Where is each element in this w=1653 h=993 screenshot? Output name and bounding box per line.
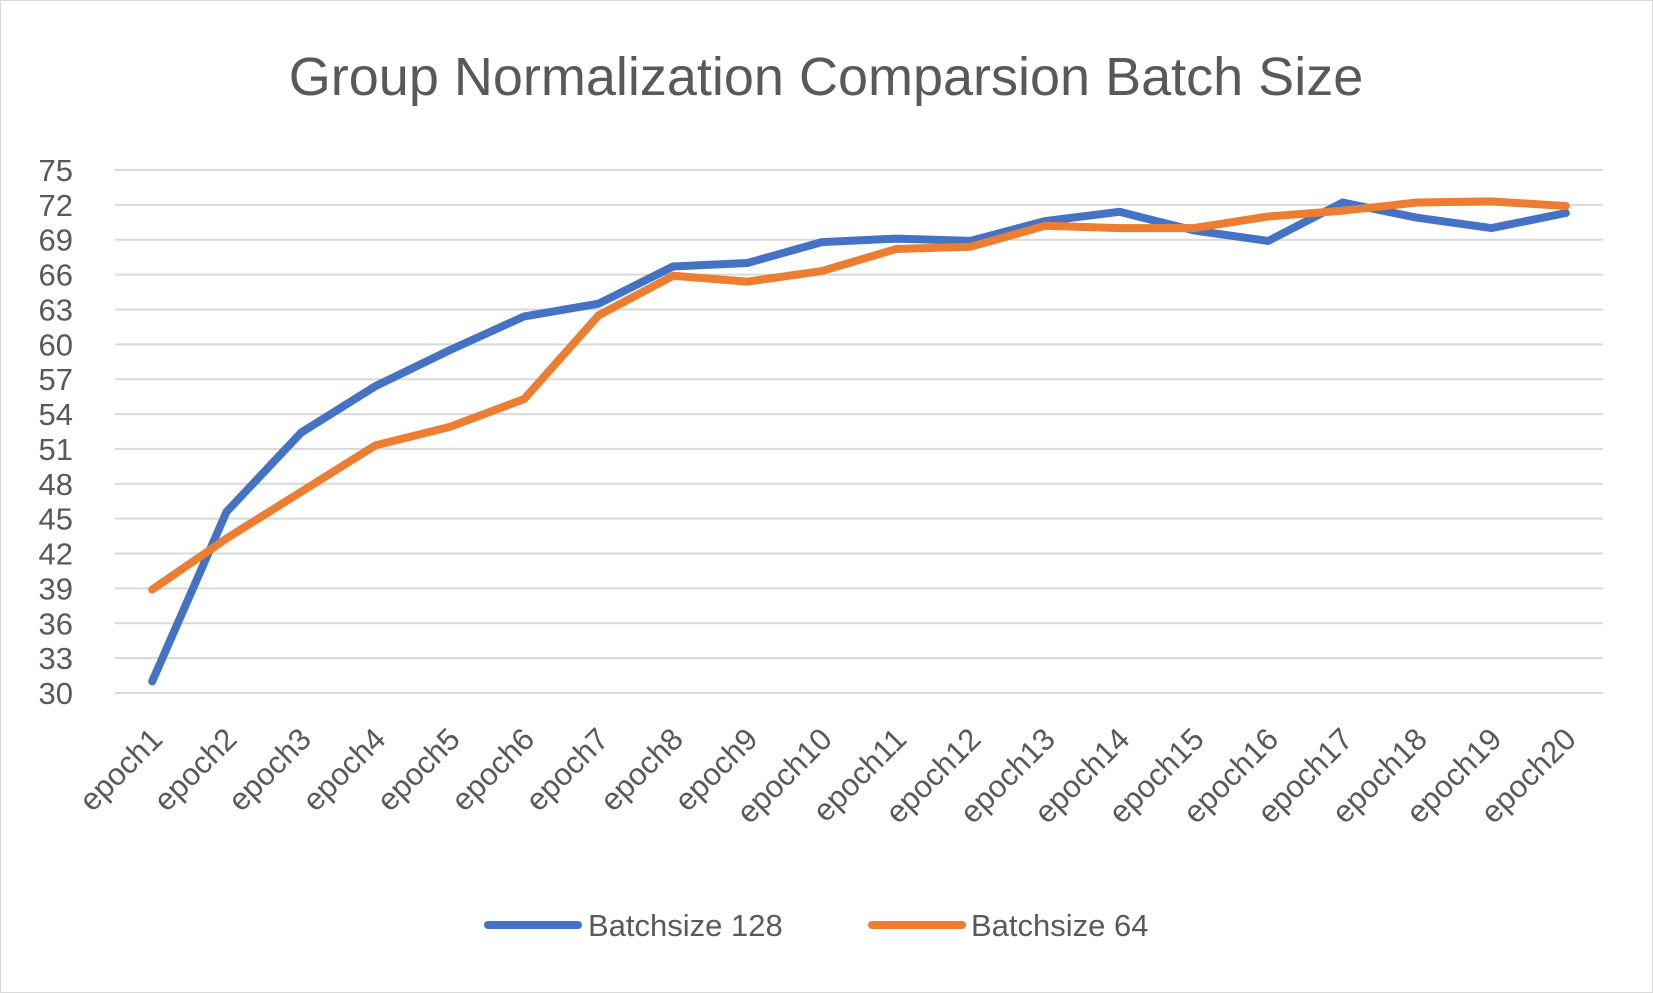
y-tick-label: 36 (39, 606, 73, 641)
x-tick-label: epoch6 (444, 721, 541, 818)
chart-title: Group Normalization Comparsion Batch Siz… (289, 47, 1363, 107)
x-tick-label: epoch7 (519, 721, 616, 818)
y-tick-label: 75 (39, 153, 73, 188)
y-tick-label: 72 (39, 188, 73, 223)
y-tick-label: 39 (39, 571, 73, 606)
y-tick-label: 54 (39, 397, 73, 432)
series-line-2 (148, 197, 1570, 594)
y-tick-label: 33 (39, 641, 73, 676)
x-tick-label: epoch1 (72, 721, 169, 818)
y-tick-label: 45 (39, 502, 73, 537)
series-lines (148, 197, 1570, 686)
y-tick-label: 66 (39, 258, 73, 293)
gridlines (115, 169, 1603, 694)
y-tick-label: 48 (39, 467, 73, 502)
y-tick-label: 63 (39, 292, 73, 327)
x-tick-label: epoch3 (221, 721, 318, 818)
y-tick-label: 60 (39, 327, 73, 362)
legend: Batchsize 128 Batchsize 64 (484, 908, 1149, 943)
y-tick-label: 69 (39, 223, 73, 258)
y-tick-label: 42 (39, 537, 73, 572)
y-tick-label: 57 (39, 362, 73, 397)
x-axis-ticks: epoch1epoch2epoch3epoch4epoch5epoch6epoc… (72, 721, 1582, 830)
x-tick-label: epoch8 (593, 721, 690, 818)
x-tick-label: epoch2 (147, 721, 244, 818)
x-tick-label: epoch5 (370, 721, 467, 818)
y-tick-label: 51 (39, 432, 73, 467)
y-tick-label: 30 (39, 676, 73, 711)
x-tick-label: epoch4 (296, 721, 393, 818)
legend-label-2: Batchsize 64 (971, 908, 1149, 943)
legend-label-1: Batchsize 128 (588, 908, 783, 943)
